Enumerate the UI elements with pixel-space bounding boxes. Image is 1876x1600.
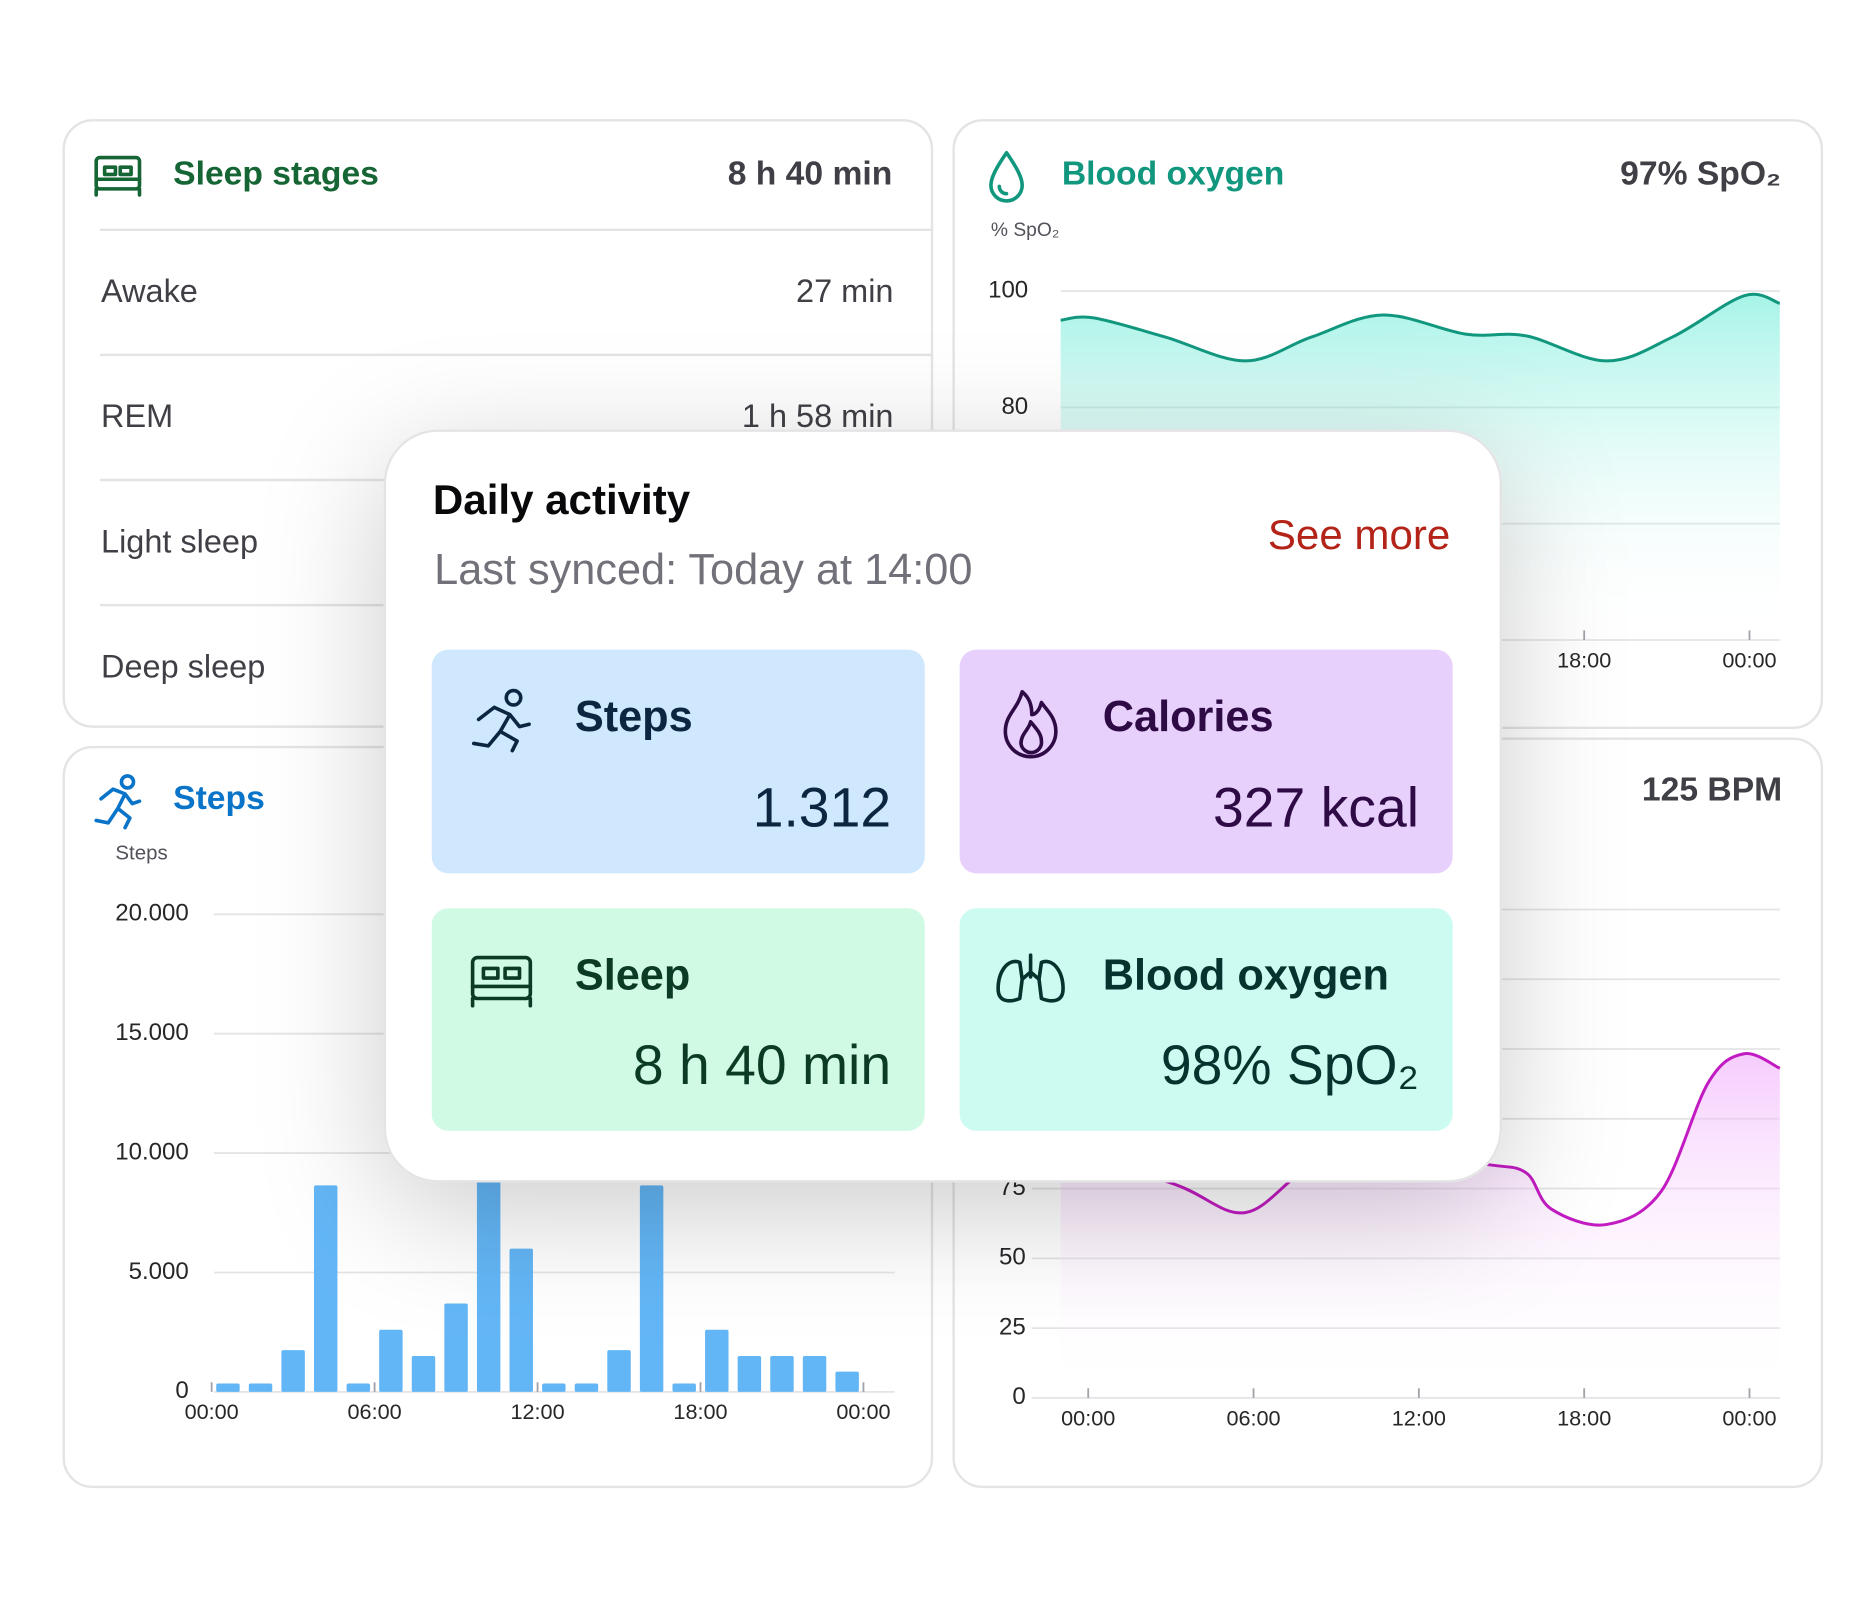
y-tick-label: 0 xyxy=(175,1377,188,1404)
y-tick-label: 20.000 xyxy=(115,900,189,927)
axis-label: Steps xyxy=(115,842,167,865)
y-tick-label: 0 xyxy=(1012,1383,1025,1410)
card-value: 97% SpO₂ xyxy=(1620,156,1781,193)
lungs-icon xyxy=(996,953,1065,1003)
bar xyxy=(379,1329,403,1392)
bar xyxy=(737,1356,762,1392)
y-tick-label: 5.000 xyxy=(129,1258,189,1285)
bar xyxy=(639,1185,664,1392)
tile[interactable] xyxy=(431,908,925,1131)
run-icon xyxy=(472,688,531,753)
tile-value: 8 h 40 min xyxy=(633,1034,891,1096)
y-tick-label: 10.000 xyxy=(115,1138,189,1165)
bar xyxy=(476,1129,501,1392)
card-value: 8 h 40 min xyxy=(728,156,893,193)
area-fill xyxy=(1060,1053,1780,1398)
bar xyxy=(509,1248,533,1392)
x-tick-label: 06:00 xyxy=(348,1399,402,1424)
y-tick-label: 15.000 xyxy=(115,1019,189,1046)
bar xyxy=(248,1383,273,1392)
tile[interactable] xyxy=(959,649,1453,874)
tile[interactable] xyxy=(959,908,1453,1131)
tile-value: 98% SpO₂ xyxy=(1161,1034,1419,1096)
run-icon xyxy=(94,774,142,830)
x-tick-label: 18:00 xyxy=(1557,1405,1611,1430)
tile-title: Calories xyxy=(1103,693,1274,741)
overlay-title: Daily activity xyxy=(433,476,691,523)
bar xyxy=(607,1350,631,1392)
bar xyxy=(802,1356,827,1392)
bar xyxy=(216,1383,240,1392)
card-title: Steps xyxy=(173,780,265,817)
tile-title: Sleep xyxy=(575,951,690,999)
bed-icon xyxy=(94,155,142,197)
row-label: REM xyxy=(101,398,173,434)
bar xyxy=(411,1356,436,1392)
row-label: Light sleep xyxy=(101,523,258,559)
bar xyxy=(313,1185,338,1392)
drop-icon xyxy=(989,150,1024,203)
bar xyxy=(705,1329,729,1392)
bar xyxy=(835,1371,859,1392)
tile-title: Blood oxygen xyxy=(1103,951,1389,999)
bar xyxy=(770,1356,794,1392)
line xyxy=(1060,292,1781,363)
card-title: Blood oxygen xyxy=(1062,156,1284,193)
line xyxy=(1060,1052,1781,1227)
see-more-link[interactable]: See more xyxy=(1268,511,1450,558)
y-tick-label: 100 xyxy=(988,276,1028,303)
bar xyxy=(574,1383,599,1392)
bar xyxy=(672,1383,696,1392)
tile[interactable] xyxy=(431,649,925,874)
bar xyxy=(281,1350,305,1392)
x-tick-label: 06:00 xyxy=(1226,1405,1280,1430)
x-tick-label: 00:00 xyxy=(1722,647,1776,672)
x-tick-label: 00:00 xyxy=(1722,1405,1776,1430)
bar xyxy=(346,1383,371,1392)
y-tick-label: 50 xyxy=(999,1244,1026,1271)
x-tick-label: 18:00 xyxy=(1557,647,1611,672)
tile-value: 1.312 xyxy=(753,777,891,839)
y-tick-label: 80 xyxy=(1001,393,1028,420)
card-title: Sleep stages xyxy=(173,156,379,193)
row-value: 27 min xyxy=(796,273,893,309)
row-label: Deep sleep xyxy=(101,648,265,684)
bar xyxy=(444,1303,468,1392)
x-tick-label: 00:00 xyxy=(836,1399,890,1424)
x-tick-label: 18:00 xyxy=(673,1399,727,1424)
x-tick-label: 12:00 xyxy=(510,1399,564,1424)
overlay-subtitle: Last synced: Today at 14:00 xyxy=(434,546,972,594)
tile-value: 327 kcal xyxy=(1213,777,1419,839)
y-tick-label: 25 xyxy=(999,1313,1026,1340)
bed-icon xyxy=(470,955,533,1008)
card-value: 125 BPM xyxy=(1642,771,1782,808)
row-value: 1 h 58 min xyxy=(742,398,894,434)
row-label: Awake xyxy=(101,273,198,309)
x-tick-label: 00:00 xyxy=(185,1399,239,1424)
flame-icon xyxy=(1003,689,1058,759)
axis-label: % SpO₂ xyxy=(991,220,1059,241)
tile-title: Steps xyxy=(575,693,693,741)
daily-activity: Daily activity Last synced: Today at 14:… xyxy=(383,429,1503,1183)
x-tick-label: 00:00 xyxy=(1061,1405,1115,1430)
bar xyxy=(542,1383,566,1392)
x-tick-label: 12:00 xyxy=(1392,1405,1446,1430)
